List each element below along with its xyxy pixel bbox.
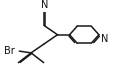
Text: Br: Br (4, 46, 15, 56)
Text: N: N (100, 34, 107, 44)
Text: N: N (40, 0, 48, 10)
